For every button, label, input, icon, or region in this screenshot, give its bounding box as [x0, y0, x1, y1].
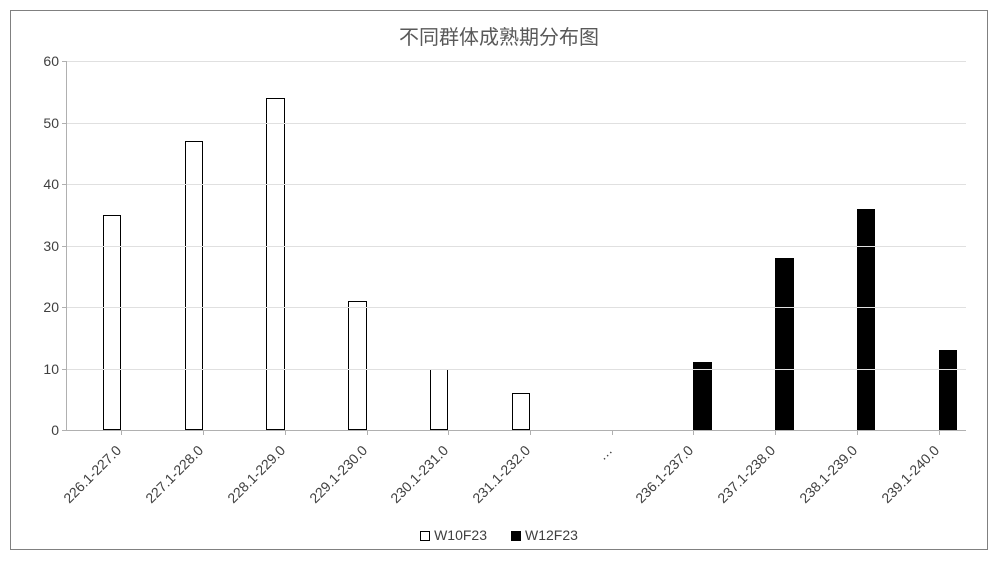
gridline — [67, 184, 966, 185]
bar — [348, 301, 366, 430]
y-tick-mark — [62, 246, 67, 247]
y-tick-label: 20 — [43, 299, 59, 315]
plot-area: 226.1-227.0227.1-228.0228.1-229.0229.1-2… — [66, 61, 966, 431]
bar — [693, 362, 711, 430]
x-tick-mark — [693, 430, 694, 435]
chart-frame: 不同群体成熟期分布图 226.1-227.0227.1-228.0228.1-2… — [10, 10, 988, 550]
x-tick-label: 228.1-229.0 — [277, 442, 288, 453]
x-tick-label: 236.1-237.0 — [685, 442, 696, 453]
legend-item: W10F23 — [420, 527, 487, 543]
y-tick-mark — [62, 307, 67, 308]
x-tick-label: 226.1-227.0 — [113, 442, 124, 453]
y-tick-label: 40 — [43, 176, 59, 192]
y-tick-mark — [62, 61, 67, 62]
bar — [430, 369, 448, 431]
y-tick-mark — [62, 430, 67, 431]
x-tick-mark — [857, 430, 858, 435]
x-tick-label: … — [604, 442, 615, 453]
x-tick-label: 230.1-231.0 — [440, 442, 451, 453]
x-tick-label: 231.1-232.0 — [522, 442, 533, 453]
gridline — [67, 369, 966, 370]
plot-box: 226.1-227.0227.1-228.0228.1-229.0229.1-2… — [66, 61, 966, 431]
legend-swatch — [420, 531, 430, 541]
legend-item: W12F23 — [511, 527, 578, 543]
legend-label: W12F23 — [525, 527, 578, 543]
y-tick-label: 0 — [51, 422, 59, 438]
x-tick-mark — [939, 430, 940, 435]
gridline — [67, 123, 966, 124]
x-tick-mark — [448, 430, 449, 435]
y-tick-label: 10 — [43, 361, 59, 377]
x-tick-label: 239.1-240.0 — [931, 442, 942, 453]
x-tick-mark — [367, 430, 368, 435]
chart-title: 不同群体成熟期分布图 — [11, 21, 987, 50]
x-tick-mark — [121, 430, 122, 435]
y-tick-label: 50 — [43, 115, 59, 131]
x-tick-label: 237.1-238.0 — [767, 442, 778, 453]
gridline — [67, 246, 966, 247]
x-tick-mark — [285, 430, 286, 435]
x-tick-label: 229.1-230.0 — [359, 442, 370, 453]
x-tick-mark — [612, 430, 613, 435]
x-tick-label: 238.1-239.0 — [849, 442, 860, 453]
gridline — [67, 61, 966, 62]
legend-label: W10F23 — [434, 527, 487, 543]
bar — [512, 393, 530, 430]
x-tick-label: 227.1-228.0 — [195, 442, 206, 453]
bar — [857, 209, 875, 430]
legend-swatch — [511, 531, 521, 541]
legend: W10F23 W12F23 — [11, 527, 987, 543]
y-tick-mark — [62, 369, 67, 370]
y-tick-mark — [62, 184, 67, 185]
bar — [103, 215, 121, 430]
bar — [266, 98, 284, 430]
x-tick-mark — [530, 430, 531, 435]
y-tick-mark — [62, 123, 67, 124]
bar — [939, 350, 957, 430]
y-tick-label: 60 — [43, 53, 59, 69]
y-tick-label: 30 — [43, 238, 59, 254]
x-tick-mark — [775, 430, 776, 435]
x-tick-mark — [203, 430, 204, 435]
gridline — [67, 307, 966, 308]
bar — [775, 258, 793, 430]
